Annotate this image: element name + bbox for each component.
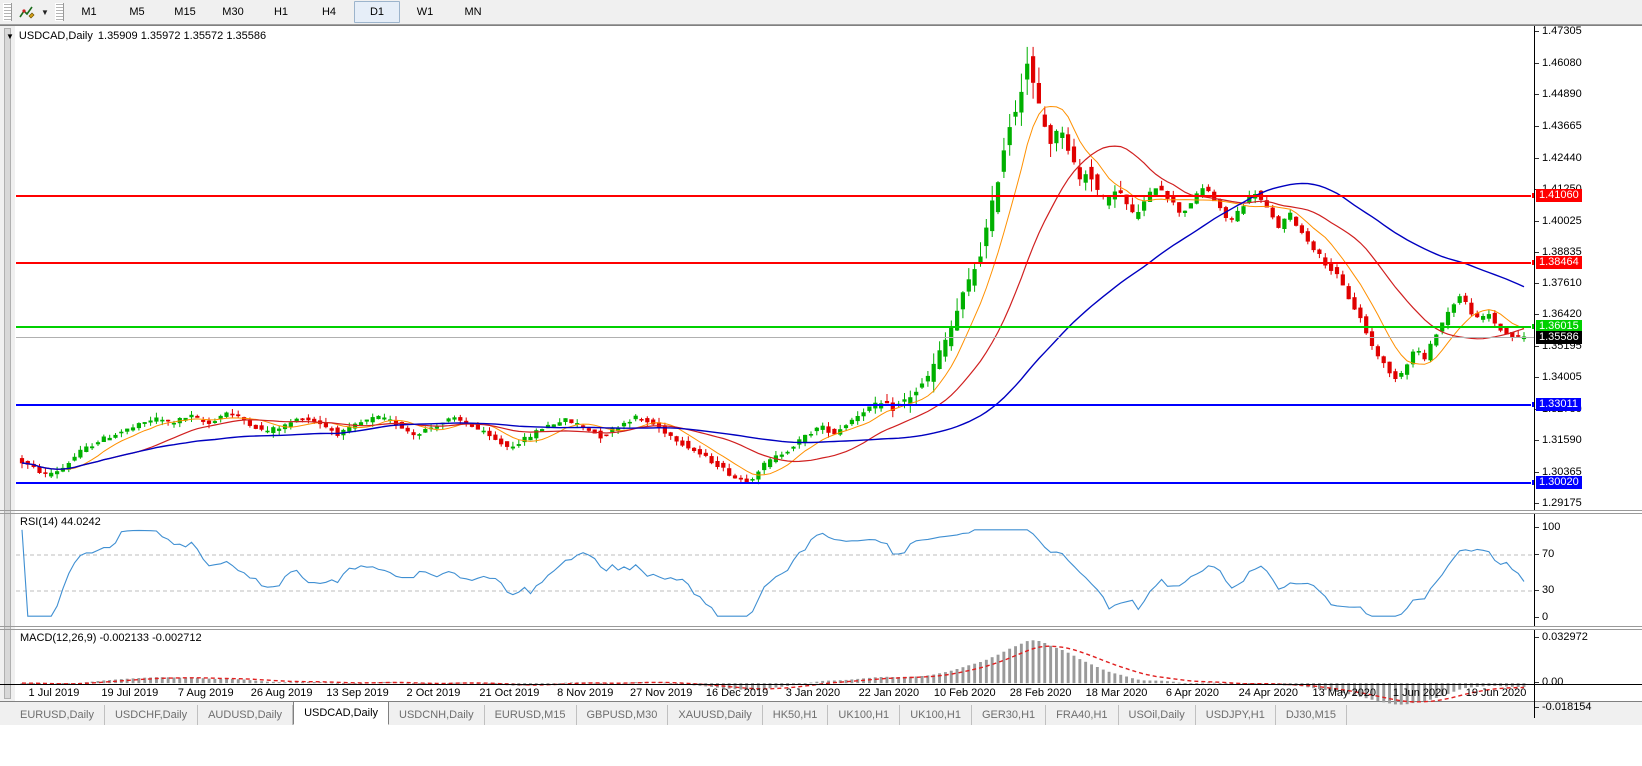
date-tick: 22 Jan 2020 [858, 687, 920, 699]
date-tick: 3 Jan 2020 [785, 687, 841, 699]
timeframe-m15[interactable]: M15 [174, 6, 196, 18]
chart-tab-usdjpy-h1[interactable]: USDJPY,H1 [1196, 705, 1276, 725]
chart-tab-usoil-daily[interactable]: USOil,Daily [1119, 705, 1196, 725]
price-tag-resistance-2[interactable]: 1.38464 [1536, 256, 1582, 270]
date-axis-top-line [0, 684, 1642, 685]
level-handle-resistance-2[interactable] [1531, 259, 1534, 267]
pane-divider-2[interactable] [0, 626, 1642, 627]
level-handle-support-2[interactable] [1531, 479, 1534, 486]
date-tick: 24 Apr 2020 [1238, 687, 1299, 699]
level-handle-resistance-1[interactable] [1531, 191, 1534, 199]
chart-ohlc-values: 1.35909 1.35972 1.35572 1.35586 [97, 30, 267, 42]
timeframe-h4[interactable]: H4 [321, 6, 337, 18]
timeframe-m5[interactable]: M5 [129, 6, 145, 18]
chart-tab-usdcnh-daily[interactable]: USDCNH,Daily [389, 705, 485, 725]
price-tag-last-price[interactable]: 1.35586 [1536, 331, 1582, 345]
chart-tab-uk100-h1[interactable]: UK100,H1 [828, 705, 901, 725]
chart-tab-xauusd-daily[interactable]: XAUUSD,Daily [668, 705, 763, 725]
price-scale[interactable]: 1.473051.460801.448901.436651.424401.412… [1534, 25, 1642, 510]
date-tick: 13 Sep 2019 [326, 687, 389, 699]
date-tick: 19 Jul 2019 [101, 687, 159, 699]
rsi-plot-area[interactable] [16, 514, 1534, 626]
chart-tab-bar: EURUSD,Daily USDCHF,Daily AUDUSD,Daily USDC… [0, 701, 1642, 725]
chart-tab-ger30-h1[interactable]: GER30,H1 [972, 705, 1047, 725]
chart-tab-fra40-h1[interactable]: FRA40,H1 [1046, 705, 1119, 725]
rsi-scale: 100 70 30 0 [1534, 514, 1642, 626]
date-tick: 7 Aug 2019 [177, 687, 234, 699]
price-tag-support-2[interactable]: 1.30020 [1536, 476, 1582, 489]
level-line-last-price[interactable] [16, 337, 1534, 339]
date-tick: 8 Nov 2019 [557, 687, 614, 699]
timeframe-m30[interactable]: M30 [222, 6, 244, 18]
macd-scale: 0.032972 0.00 -0.018154 [1534, 630, 1642, 718]
price-tag-support-1[interactable]: 1.33011 [1536, 398, 1581, 412]
date-tick: 13 May 2020 [1312, 687, 1377, 699]
rsi-label: RSI(14) 44.0242 [20, 516, 101, 528]
date-tick: 1 Jun 2020 [1392, 687, 1448, 699]
macd-plot-area[interactable] [16, 630, 1534, 718]
chart-header: ▼ USDCAD,Daily 1.35909 1.35972 1.35572 1… [6, 30, 266, 42]
chart-tab-usdcad-daily[interactable]: USDCAD,Daily [293, 701, 390, 725]
level-handle-target-level[interactable] [1531, 322, 1534, 330]
level-line-resistance-2[interactable] [16, 262, 1534, 265]
chart-symbol-label: USDCAD,Daily [18, 30, 93, 42]
date-tick: 10 Feb 2020 [933, 687, 996, 699]
date-tick: 6 Apr 2020 [1165, 687, 1220, 699]
date-tick: 26 Aug 2019 [250, 687, 313, 699]
indicators-dropdown-icon[interactable]: ▼ [41, 7, 49, 17]
chart-tab-eurusd-daily[interactable]: EURUSD,Daily [10, 705, 105, 725]
macd-pane[interactable]: MACD(12,26,9) -0.002133 -0.002712 0.0329… [0, 630, 1642, 718]
timeframe-h1[interactable]: H1 [273, 6, 289, 18]
chart-tab-hk50-h1[interactable]: HK50,H1 [763, 705, 829, 725]
date-tick: 2 Oct 2019 [406, 687, 461, 699]
date-tick: 19 Jun 2020 [1465, 687, 1527, 699]
date-tick: 21 Oct 2019 [479, 687, 540, 699]
date-tick: 27 Nov 2019 [629, 687, 693, 699]
chart-tab-gbpusd-m30[interactable]: GBPUSD,M30 [577, 705, 669, 725]
chart-tab-eurusd-m15[interactable]: EURUSD,M15 [485, 705, 577, 725]
top-toolbar: ▼ M1 M5 M15 M30 H1 H4 D1 W1 MN [0, 0, 1642, 25]
toolbar-grip[interactable] [3, 3, 12, 21]
date-tick: 28 Feb 2020 [1009, 687, 1072, 699]
level-line-target-level[interactable] [16, 325, 1534, 328]
rsi-pane[interactable]: RSI(14) 44.0242 100 70 30 0 [0, 514, 1642, 626]
macd-label: MACD(12,26,9) -0.002133 -0.002712 [20, 632, 202, 644]
date-tick: 16 Dec 2019 [705, 687, 769, 699]
price-tag-target-level[interactable]: 1.36015 [1536, 319, 1582, 333]
chart-tab-audusd-daily[interactable]: AUDUSD,Daily [198, 705, 294, 725]
chart-frame[interactable]: ▼ USDCAD,Daily 1.35909 1.35972 1.35572 1… [0, 25, 1642, 718]
chart-tab-uk100-h1[interactable]: UK100,H1 [900, 705, 972, 725]
timeframe-group: M1 M5 M15 M30 H1 H4 D1 W1 MN [66, 1, 496, 23]
chart-tab-usdchf-daily[interactable]: USDCHF,Daily [105, 705, 199, 725]
timeframe-grip[interactable] [55, 3, 64, 21]
chart-vertical-scrollbar[interactable] [0, 26, 16, 701]
collapse-icon[interactable]: ▼ [6, 31, 14, 41]
date-tick: 1 Jul 2019 [28, 687, 80, 699]
date-axis[interactable]: 1 Jul 2019 19 Jul 2019 7 Aug 2019 26 Aug 20… [16, 685, 1534, 701]
level-line-support-2[interactable] [16, 482, 1534, 484]
level-line-support-1[interactable] [16, 404, 1534, 407]
pane-divider-1[interactable] [0, 510, 1642, 511]
timeframe-d1[interactable]: D1 [354, 1, 400, 23]
pane-divider-2b [0, 629, 1642, 630]
macd-series [20, 640, 1526, 705]
price-tag-resistance-1[interactable]: 1.41060 [1536, 188, 1582, 202]
timeframe-w1[interactable]: W1 [416, 6, 434, 18]
price-pane[interactable]: ▼ USDCAD,Daily 1.35909 1.35972 1.35572 1… [0, 25, 1642, 510]
price-series [19, 46, 1527, 485]
indicators-icon[interactable] [14, 2, 38, 22]
timeframe-mn[interactable]: MN [464, 6, 482, 18]
rsi-series [16, 529, 1534, 617]
timeframe-m1[interactable]: M1 [81, 6, 97, 18]
date-tick: 18 Mar 2020 [1085, 687, 1148, 699]
level-line-resistance-1[interactable] [16, 194, 1534, 197]
level-handle-support-1[interactable] [1531, 401, 1534, 409]
pane-divider-1b [0, 513, 1642, 514]
chart-tab-dj30-m15[interactable]: DJ30,M15 [1276, 705, 1347, 725]
price-plot-area[interactable] [16, 26, 1534, 510]
